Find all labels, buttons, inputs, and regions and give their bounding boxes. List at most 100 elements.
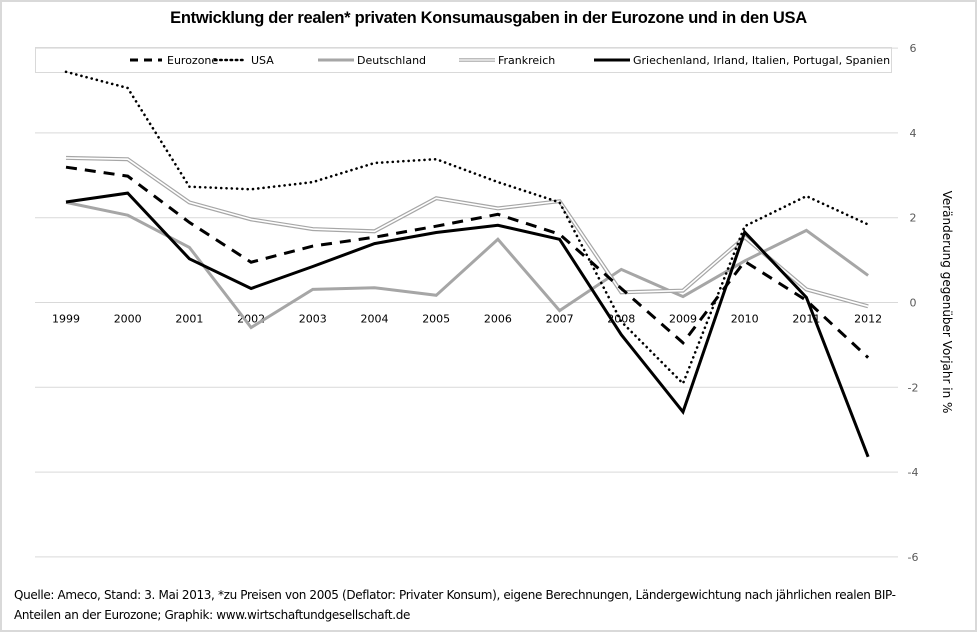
series-line <box>65 191 870 458</box>
legend-swatch-double <box>459 58 495 62</box>
x-tick-label: 2009 <box>669 313 697 326</box>
data-point[interactable] <box>680 340 686 346</box>
data-point[interactable] <box>248 186 254 192</box>
data-point[interactable] <box>186 199 192 205</box>
data-point[interactable] <box>618 286 624 292</box>
data-point[interactable] <box>248 216 254 222</box>
data-point[interactable] <box>618 319 624 325</box>
data-point[interactable] <box>372 234 378 240</box>
series-lines <box>63 69 871 460</box>
data-point[interactable] <box>125 156 131 162</box>
data-point[interactable] <box>433 223 439 229</box>
series-line-inner <box>65 157 869 308</box>
data-point[interactable] <box>618 266 624 272</box>
data-point[interactable] <box>310 226 316 232</box>
data-point[interactable] <box>125 85 131 91</box>
legend-label: USA <box>251 53 274 67</box>
data-point[interactable] <box>125 212 131 218</box>
data-point[interactable] <box>186 256 192 262</box>
legend-item-peripherie[interactable]: Griechenland, Irland, Italien, Portugal,… <box>594 48 890 72</box>
data-point[interactable] <box>63 69 69 75</box>
data-point[interactable] <box>372 241 378 247</box>
data-point[interactable] <box>618 332 624 338</box>
data-point[interactable] <box>495 236 501 242</box>
data-point[interactable] <box>125 190 131 196</box>
data-point[interactable] <box>557 308 563 314</box>
data-point[interactable] <box>865 303 871 309</box>
data-point[interactable] <box>803 193 809 199</box>
chart-title: Entwicklung der realen* privaten Konsuma… <box>170 9 807 27</box>
data-point[interactable] <box>433 156 439 162</box>
data-point[interactable] <box>742 223 748 229</box>
x-tick-label: 2000 <box>114 313 142 326</box>
data-point[interactable] <box>186 219 192 225</box>
data-point[interactable] <box>803 227 809 233</box>
gridlines <box>35 47 898 558</box>
legend: Eurozone USA Deutschland Frankreich Grie… <box>35 47 892 73</box>
data-point[interactable] <box>680 409 686 415</box>
series-griechenland[interactable] <box>63 190 871 460</box>
legend-item-frankreich[interactable]: Frankreich <box>459 48 555 72</box>
series-eurozone[interactable] <box>63 164 871 360</box>
data-point[interactable] <box>310 243 316 249</box>
x-tick-label: 2001 <box>175 313 203 326</box>
legend-label: Eurozone <box>167 53 219 67</box>
series-deutschland[interactable] <box>63 199 871 330</box>
y-axis-ticks: 6 4 2 0 -2 -4 -6 <box>908 42 919 564</box>
series-frankreich[interactable] <box>63 155 871 309</box>
data-point[interactable] <box>495 211 501 217</box>
x-tick-label: 2007 <box>546 313 574 326</box>
data-point[interactable] <box>186 244 192 250</box>
data-point[interactable] <box>63 164 69 170</box>
legend-swatch-dashed <box>130 58 162 62</box>
data-point[interactable] <box>865 221 871 227</box>
x-tick-label: 2005 <box>422 313 450 326</box>
data-point[interactable] <box>742 258 748 264</box>
data-point[interactable] <box>372 228 378 234</box>
legend-swatch-gray-solid <box>318 58 354 62</box>
legend-item-deutschland[interactable]: Deutschland <box>318 48 426 72</box>
data-point[interactable] <box>310 263 316 269</box>
data-point[interactable] <box>495 222 501 228</box>
data-point[interactable] <box>495 179 501 185</box>
x-tick-label: 2006 <box>484 313 512 326</box>
y-tick-label: -4 <box>908 466 919 479</box>
y-tick-label: 2 <box>910 212 917 225</box>
data-point[interactable] <box>433 230 439 236</box>
x-tick-label: 2004 <box>361 313 389 326</box>
data-point[interactable] <box>63 155 69 161</box>
data-point[interactable] <box>680 288 686 294</box>
data-point[interactable] <box>63 199 69 205</box>
data-point[interactable] <box>680 380 686 386</box>
data-point[interactable] <box>803 297 809 303</box>
data-point[interactable] <box>186 184 192 190</box>
data-point[interactable] <box>372 160 378 166</box>
series-line <box>65 200 869 330</box>
x-tick-label: 1999 <box>52 313 80 326</box>
data-point[interactable] <box>125 173 131 179</box>
source-line-2: Anteilen an der Eurozone; Graphik: www.w… <box>14 608 411 622</box>
series-usa[interactable] <box>63 69 871 387</box>
data-point[interactable] <box>433 195 439 201</box>
data-point[interactable] <box>433 292 439 298</box>
legend-item-usa[interactable]: USA <box>212 48 274 72</box>
data-point[interactable] <box>310 286 316 292</box>
legend-label: Griechenland, Irland, Italien, Portugal,… <box>633 53 891 67</box>
data-point[interactable] <box>372 285 378 291</box>
data-point[interactable] <box>248 286 254 292</box>
data-point[interactable] <box>248 259 254 265</box>
data-point[interactable] <box>557 231 563 237</box>
data-point[interactable] <box>310 179 316 185</box>
series-line <box>64 70 870 386</box>
data-point[interactable] <box>865 272 871 278</box>
legend-item-eurozone[interactable]: Eurozone <box>128 48 218 72</box>
data-point[interactable] <box>680 294 686 300</box>
data-point[interactable] <box>803 286 809 292</box>
data-point[interactable] <box>248 325 254 331</box>
data-point[interactable] <box>865 355 871 361</box>
data-point[interactable] <box>865 454 871 460</box>
legend-swatch-black-solid <box>594 58 630 62</box>
data-point[interactable] <box>557 199 563 205</box>
data-point[interactable] <box>495 205 501 211</box>
